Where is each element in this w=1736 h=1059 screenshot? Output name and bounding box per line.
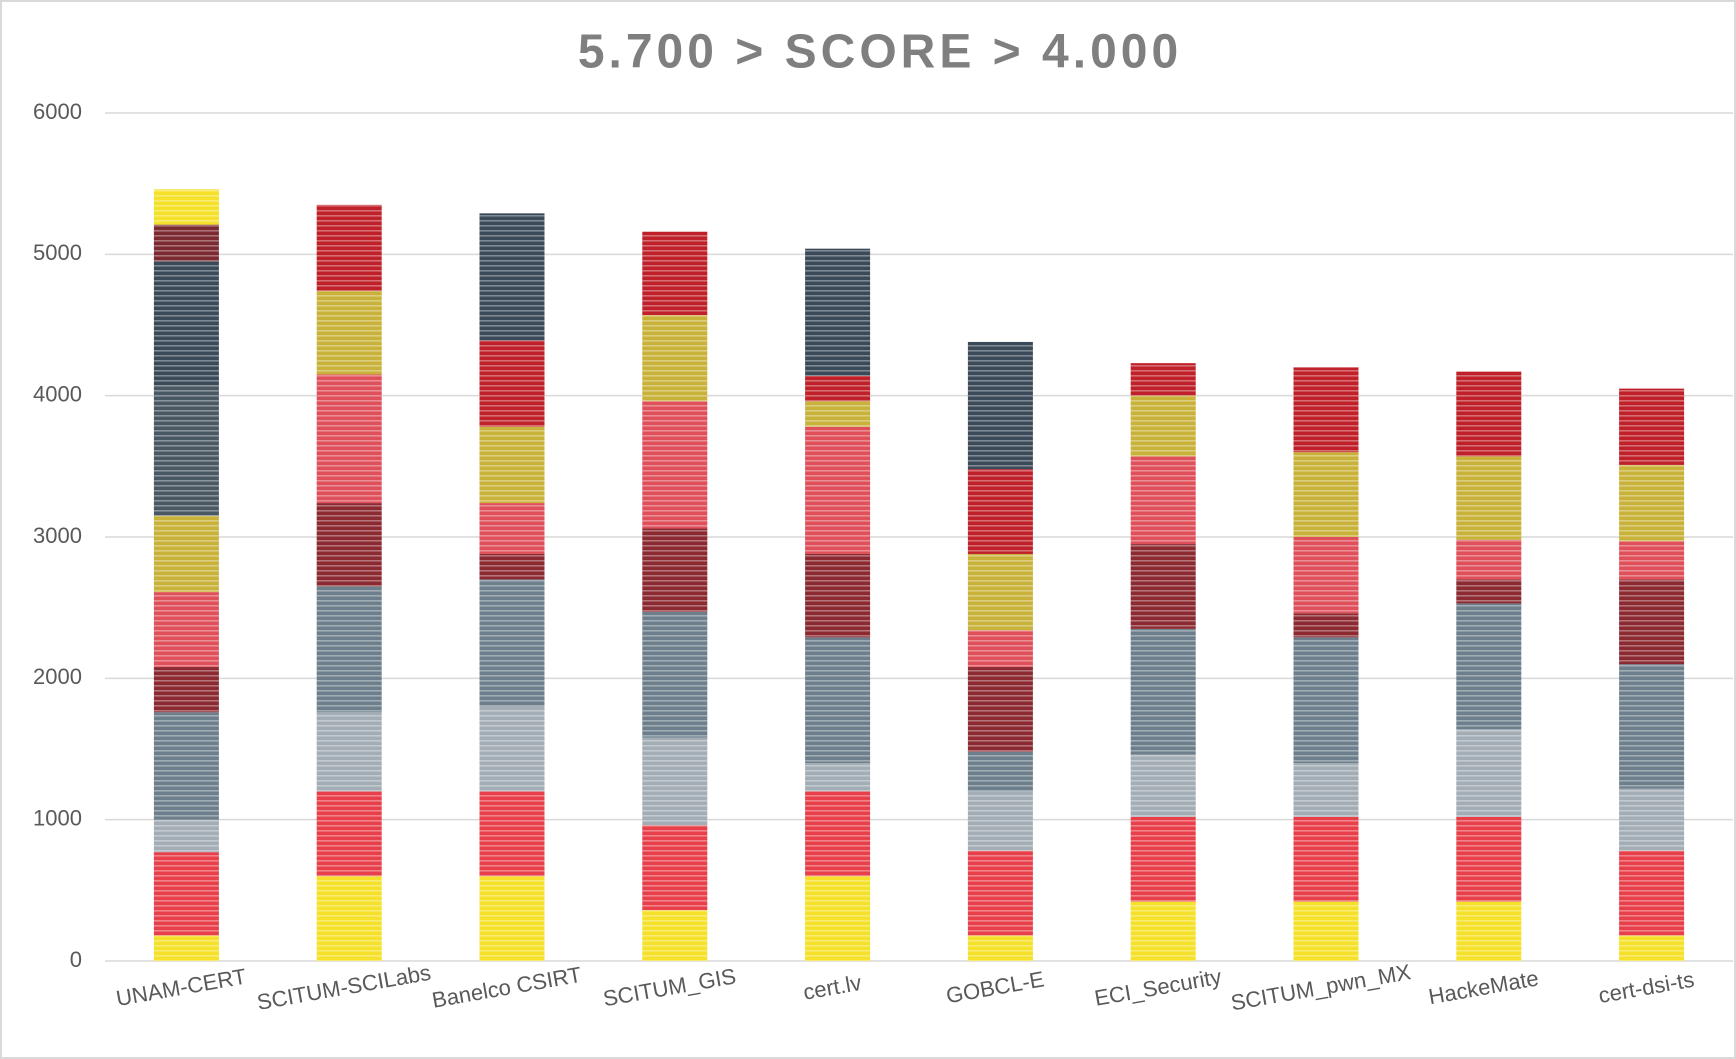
bar-segment bbox=[153, 224, 219, 262]
bar-segment bbox=[1456, 539, 1522, 580]
bar-segment bbox=[1619, 935, 1685, 961]
bar-segment bbox=[1293, 637, 1359, 764]
bar-segment bbox=[479, 503, 545, 554]
bar-segment bbox=[1130, 816, 1196, 902]
y-tick-label: 4000 bbox=[33, 381, 82, 406]
bar-segment bbox=[642, 528, 708, 612]
bar-segment bbox=[1293, 367, 1359, 453]
bar-segment bbox=[153, 261, 219, 386]
bar-segment bbox=[1130, 754, 1196, 817]
y-tick-label: 6000 bbox=[33, 99, 82, 124]
bar-segment bbox=[805, 248, 871, 376]
y-tick-label: 5000 bbox=[33, 240, 82, 265]
bar-segment bbox=[316, 291, 382, 375]
bar-segment bbox=[1293, 901, 1359, 961]
bar-segment bbox=[316, 586, 382, 713]
bar-segment bbox=[153, 712, 219, 820]
bar-segment bbox=[479, 579, 545, 707]
bar-segment bbox=[153, 935, 219, 961]
bar-segment bbox=[967, 469, 1033, 554]
bar-segment bbox=[805, 791, 871, 877]
bar-segment bbox=[642, 401, 708, 529]
bar-segment bbox=[479, 876, 545, 961]
bar-segment bbox=[1619, 464, 1685, 542]
bar-segment bbox=[805, 375, 871, 402]
bar-segment bbox=[642, 231, 708, 316]
bar-segment bbox=[1619, 664, 1685, 789]
bar-segment bbox=[1293, 816, 1359, 902]
y-tick-label: 1000 bbox=[33, 805, 82, 830]
bar-segment bbox=[1130, 544, 1196, 629]
bar-segment bbox=[479, 553, 545, 580]
bar-segment bbox=[316, 204, 382, 292]
bar-segment bbox=[1130, 395, 1196, 457]
bar-segment bbox=[967, 850, 1033, 936]
bar-segment bbox=[967, 935, 1033, 961]
chart-title: 5.700 > SCORE > 4.000 bbox=[578, 26, 1182, 79]
bar-segment bbox=[316, 712, 382, 792]
bar-segment bbox=[479, 791, 545, 877]
bar-segment bbox=[1293, 613, 1359, 638]
bar-segment bbox=[153, 385, 219, 516]
bar-segment bbox=[967, 630, 1033, 668]
bar-segment bbox=[316, 503, 382, 587]
bar-segment bbox=[479, 706, 545, 792]
y-tick-label: 3000 bbox=[33, 523, 82, 548]
bar-segment bbox=[316, 791, 382, 877]
bar-segment bbox=[805, 401, 871, 427]
y-tick-label: 0 bbox=[70, 947, 82, 972]
bar-segment bbox=[1619, 388, 1685, 465]
bar-segment bbox=[1456, 371, 1522, 457]
y-tick-label: 2000 bbox=[33, 664, 82, 689]
bar-segment bbox=[642, 910, 708, 961]
bar-segment bbox=[1456, 729, 1522, 817]
bar-segment bbox=[805, 553, 871, 638]
bar-segment bbox=[642, 825, 708, 911]
bar-segment bbox=[1293, 763, 1359, 817]
bar-segment bbox=[153, 852, 219, 936]
bar-segment bbox=[805, 876, 871, 961]
bar-segment bbox=[316, 876, 382, 961]
bar-segment bbox=[1619, 541, 1685, 580]
bar-segment bbox=[316, 374, 382, 504]
bar-segment bbox=[479, 213, 545, 341]
bar-segment bbox=[805, 637, 871, 764]
bar-segment bbox=[479, 426, 545, 504]
bar-segment bbox=[1130, 363, 1196, 396]
bar-segment bbox=[1456, 579, 1522, 604]
bar-segment bbox=[1130, 456, 1196, 545]
bar-segment bbox=[642, 315, 708, 402]
bar-segment bbox=[967, 751, 1033, 792]
bar-segment bbox=[967, 791, 1033, 851]
bar-segment bbox=[967, 553, 1033, 631]
bar-segment bbox=[1619, 788, 1685, 851]
bar-segment bbox=[153, 592, 219, 668]
bar-segment bbox=[153, 667, 219, 713]
bar-segment bbox=[1456, 456, 1522, 540]
bar-segment bbox=[1456, 901, 1522, 961]
bar-segment bbox=[1456, 603, 1522, 730]
bar-segment bbox=[153, 819, 219, 853]
bar-segment bbox=[1293, 452, 1359, 537]
bar-segment bbox=[153, 189, 219, 225]
bar-segment bbox=[967, 667, 1033, 752]
bar-segment bbox=[1130, 901, 1196, 961]
bar-segment bbox=[1619, 579, 1685, 665]
bar-segment bbox=[805, 763, 871, 792]
bar-segment bbox=[1130, 628, 1196, 755]
bar-segment bbox=[1619, 850, 1685, 936]
bar-segment bbox=[479, 340, 545, 427]
bar-segment bbox=[967, 341, 1033, 470]
bar-segment bbox=[153, 515, 219, 593]
bar-segment bbox=[642, 611, 708, 738]
bar-segment bbox=[1456, 816, 1522, 902]
bar-segment bbox=[642, 737, 708, 826]
bar-segment bbox=[1293, 537, 1359, 614]
bar-segment bbox=[805, 426, 871, 554]
